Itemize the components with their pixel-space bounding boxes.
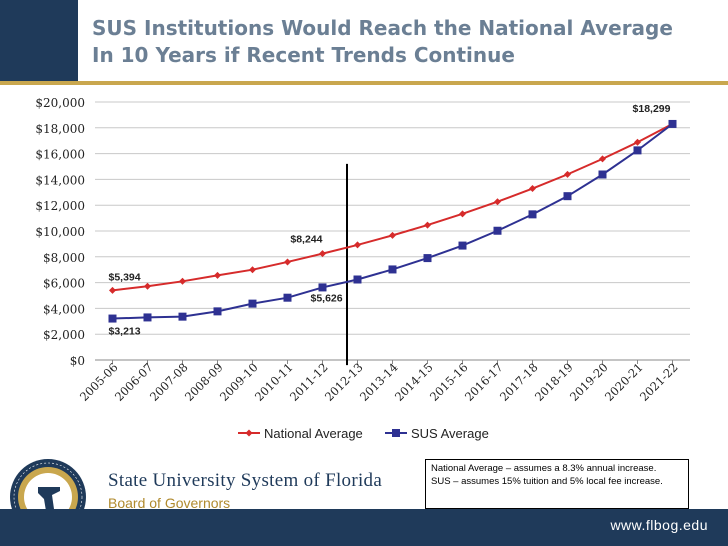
national-point: [459, 210, 466, 218]
national-point: [634, 138, 641, 146]
y-tick-label: $4,000: [43, 302, 85, 316]
sus-point: [493, 226, 502, 235]
sus-point: [528, 210, 537, 219]
legend-label: National Average: [264, 426, 363, 441]
legend-marker: [392, 429, 400, 437]
national-point: [424, 221, 431, 229]
sus-point: [213, 307, 222, 316]
national-point: [319, 250, 326, 258]
sus-point: [178, 312, 187, 321]
brand-name: State University System of Florida: [108, 470, 383, 491]
note-line-2: SUS – assumes 15% tuition and 5% local f…: [431, 475, 663, 487]
sus-point: [143, 313, 152, 322]
header-divider: [0, 81, 728, 85]
data-label: $5,626: [311, 292, 343, 304]
legend-label: SUS Average: [411, 426, 489, 441]
tuition-line-chart: $0 $2,000 $4,000 $6,000 $8,000 $10,000 $12,000…: [35, 96, 690, 441]
national-point: [249, 266, 256, 274]
website-link[interactable]: www.flbog.edu: [610, 517, 708, 533]
national-point: [599, 155, 606, 163]
data-label: $8,244: [290, 234, 322, 246]
data-label: $18,299: [633, 103, 671, 115]
y-tick-label: $6,000: [43, 277, 85, 291]
sus-point: [353, 275, 362, 284]
x-tick-label: 2021-22: [637, 360, 681, 404]
sus-point: [318, 283, 327, 292]
national-point: [179, 277, 186, 285]
header-accent-bar: [0, 0, 78, 81]
footer-bar: [0, 509, 728, 546]
y-tick-label: $14,000: [35, 173, 85, 187]
y-tick-label: $2,000: [43, 328, 85, 342]
national-point: [354, 241, 361, 249]
national-point: [109, 286, 116, 294]
sus-point: [458, 241, 467, 250]
sus-point: [248, 299, 257, 308]
national-point: [389, 231, 396, 239]
national-point: [144, 282, 151, 290]
sus-point: [598, 170, 607, 179]
national-point: [214, 271, 221, 279]
sus-point: [668, 119, 677, 128]
title-line-2: In 10 Years if Recent Trends Continue: [92, 43, 515, 67]
national-point: [494, 198, 501, 206]
y-tick-label: $20,000: [35, 96, 85, 110]
sus-point: [633, 146, 642, 155]
national-point: [564, 170, 571, 178]
brand-board: Board of Governors: [108, 495, 231, 511]
sus-point: [423, 254, 432, 263]
y-tick-label: $0: [70, 354, 85, 368]
sus-point: [283, 293, 292, 302]
data-label: $5,394: [109, 271, 141, 283]
sus-point: [108, 314, 117, 323]
slide-title: SUS Institutions Would Reach the Nationa…: [92, 15, 712, 69]
assumptions-note: National Average – assumes a 8.3% annual…: [425, 459, 689, 509]
y-tick-label: $8,000: [43, 251, 85, 265]
national-point: [284, 258, 291, 266]
sus-point: [563, 192, 572, 201]
y-tick-label: $10,000: [35, 225, 85, 239]
y-tick-label: $18,000: [35, 122, 85, 136]
data-label: $3,213: [109, 326, 141, 338]
legend-marker: [245, 429, 253, 437]
sus-point: [388, 265, 397, 274]
y-tick-label: $12,000: [35, 199, 85, 213]
y-tick-label: $16,000: [35, 148, 85, 162]
note-line-1: National Average – assumes a 8.3% annual…: [431, 463, 657, 474]
title-line-1: SUS Institutions Would Reach the Nationa…: [92, 16, 673, 40]
national-point: [529, 185, 536, 193]
